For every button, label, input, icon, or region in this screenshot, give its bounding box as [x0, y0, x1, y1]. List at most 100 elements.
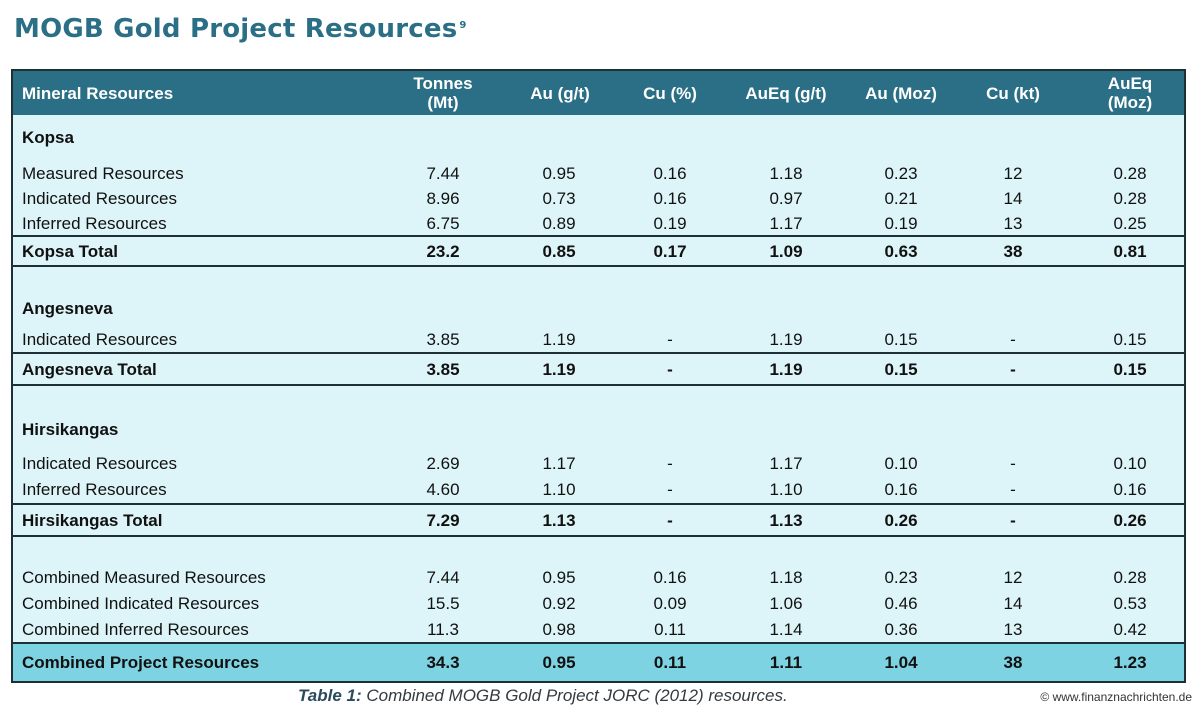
- row-value: 23.2: [426, 242, 460, 261]
- row-value: 38: [1003, 653, 1023, 672]
- row-label: Hirsikangas Total: [22, 511, 163, 530]
- row-value: 1.18: [769, 164, 803, 183]
- row-value: 1.19: [542, 330, 576, 349]
- header-cu-kt: Cu (kt): [986, 84, 1040, 103]
- row-value: 34.3: [426, 653, 460, 672]
- row-value: -: [667, 330, 673, 349]
- row-value: 13: [1003, 214, 1023, 233]
- row-value: 0.28: [1113, 189, 1147, 208]
- row-value: 3.85: [426, 330, 460, 349]
- row-value: -: [667, 480, 673, 499]
- row-label: Angesneva Total: [22, 360, 157, 379]
- row-label: Combined Measured Resources: [22, 568, 266, 587]
- total-row: Kopsa Total 23.2 0.85 0.17 1.09 0.63 38 0.81: [13, 239, 1184, 264]
- row-value: -: [667, 511, 673, 530]
- row-value: 7.29: [426, 511, 460, 530]
- row-value: 0.09: [653, 594, 687, 613]
- row-value: 0.17: [653, 242, 687, 261]
- row-value: 1.13: [542, 511, 576, 530]
- row-value: 4.60: [426, 480, 460, 499]
- row-value: 0.53: [1113, 594, 1147, 613]
- row-label: Inferred Resources: [22, 214, 167, 233]
- row-value: 12: [1003, 568, 1023, 587]
- row-label: Kopsa Total: [22, 242, 119, 261]
- row-label: Combined Project Resources: [22, 653, 260, 672]
- row-value: 1.10: [542, 480, 576, 499]
- row-value: 0.15: [1113, 360, 1147, 379]
- row-value: 1.14: [769, 620, 803, 639]
- divider: [13, 235, 1184, 237]
- row-value: 1.17: [542, 454, 576, 473]
- table-row: Inferred Resources 4.60 1.10 - 1.10 0.16 - 0.16: [13, 477, 1184, 502]
- header-au-gt: Au (g/t): [530, 84, 590, 103]
- table-row: Indicated Resources 8.96 0.73 0.16 0.97 0.21 1…: [13, 186, 1184, 211]
- row-value: 0.16: [653, 568, 687, 587]
- table-header: Mineral Resources Tonnes (Mt) Au (g/t) Cu…: [13, 71, 1184, 115]
- row-label: Indicated Resources: [22, 330, 177, 349]
- row-value: -: [1010, 480, 1016, 499]
- row-value: 0.15: [1113, 330, 1147, 349]
- header-au-moz: Au (Moz): [865, 84, 937, 103]
- header-aueq-moz: AuEq (Moz): [1107, 74, 1153, 112]
- resources-table: Mineral Resources Tonnes (Mt) Au (g/t) Cu…: [11, 69, 1186, 683]
- row-value: 0.16: [1113, 480, 1147, 499]
- row-value: 0.26: [884, 511, 918, 530]
- row-value: 0.16: [653, 189, 687, 208]
- table-row: Combined Indicated Resources 15.5 0.92 0.09…: [13, 591, 1184, 616]
- row-value: -: [667, 454, 673, 473]
- row-value: 0.23: [884, 568, 918, 587]
- row-value: 0.95: [542, 164, 576, 183]
- row-value: 0.92: [542, 594, 576, 613]
- row-value: 6.75: [426, 214, 460, 233]
- row-label: Combined Indicated Resources: [22, 594, 260, 613]
- row-value: 1.06: [769, 594, 803, 613]
- row-value: 0.85: [542, 242, 576, 261]
- row-value: 0.28: [1113, 568, 1147, 587]
- source-credit: © www.finanznachrichten.de: [1040, 690, 1192, 704]
- row-value: 0.19: [884, 214, 918, 233]
- row-value: 7.44: [426, 164, 460, 183]
- row-value: 0.42: [1113, 620, 1147, 639]
- row-value: -: [667, 360, 673, 379]
- divider: [13, 503, 1184, 505]
- row-value: 0.36: [884, 620, 918, 639]
- divider: [13, 265, 1184, 267]
- divider: [13, 535, 1184, 537]
- row-value: 0.28: [1113, 164, 1147, 183]
- row-value: 2.69: [426, 454, 460, 473]
- title-footnote: 9: [459, 20, 467, 31]
- row-value: -: [1010, 360, 1016, 379]
- row-value: 0.19: [653, 214, 687, 233]
- row-label: Measured Resources: [22, 164, 184, 183]
- section-kopsa: Kopsa: [22, 128, 74, 147]
- row-value: 12: [1003, 164, 1023, 183]
- row-value: 0.15: [884, 360, 918, 379]
- header-aueq-gt: AuEq (g/t): [745, 84, 827, 103]
- row-value: 0.73: [542, 189, 576, 208]
- row-value: 0.25: [1113, 214, 1147, 233]
- combined-total-band: Combined Project Resources 34.3 0.95 0.11 1.…: [13, 644, 1184, 681]
- total-row: Combined Project Resources 34.3 0.95 0.11 1.…: [13, 650, 1184, 675]
- row-value: 8.96: [426, 189, 460, 208]
- row-value: 0.95: [542, 568, 576, 587]
- row-value: 1.19: [542, 360, 576, 379]
- row-value: 0.89: [542, 214, 576, 233]
- row-value: 1.13: [769, 511, 803, 530]
- row-value: 0.98: [542, 620, 576, 639]
- row-value: -: [1010, 454, 1016, 473]
- total-row: Hirsikangas Total 7.29 1.13 - 1.13 0.26 - 0.26: [13, 508, 1184, 533]
- row-value: 0.81: [1113, 242, 1147, 261]
- table-row: Inferred Resources 6.75 0.89 0.19 1.17 0.19 13…: [13, 211, 1184, 236]
- row-label: Combined Inferred Resources: [22, 620, 249, 639]
- row-value: 0.97: [769, 189, 803, 208]
- divider: [13, 384, 1184, 386]
- row-value: 1.18: [769, 568, 803, 587]
- row-value: 0.23: [884, 164, 918, 183]
- row-value: 0.15: [884, 330, 918, 349]
- row-value: 0.16: [653, 164, 687, 183]
- row-value: 0.46: [884, 594, 918, 613]
- table-row: Combined Inferred Resources 11.3 0.98 0.11 1…: [13, 617, 1184, 642]
- header-tonnes: Tonnes (Mt): [413, 74, 473, 112]
- total-row: Angesneva Total 3.85 1.19 - 1.19 0.15 - 0.15: [13, 357, 1184, 382]
- row-value: 0.16: [884, 480, 918, 499]
